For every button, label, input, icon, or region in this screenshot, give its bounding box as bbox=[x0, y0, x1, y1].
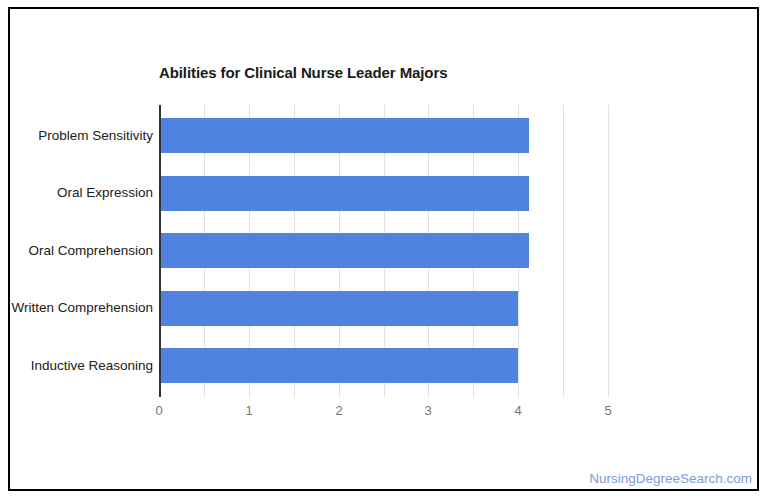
tick-label: 4 bbox=[498, 403, 538, 419]
category-label: Written Comprehension bbox=[6, 299, 153, 317]
bar-problem-sensitivity bbox=[161, 118, 529, 153]
tick-label: 1 bbox=[229, 403, 269, 419]
chart-title: Abilities for Clinical Nurse Leader Majo… bbox=[159, 64, 447, 82]
plot-area bbox=[159, 105, 619, 397]
category-label: Inductive Reasoning bbox=[6, 357, 153, 375]
tick-label: 0 bbox=[139, 403, 179, 419]
bar-oral-comprehension bbox=[161, 233, 529, 268]
tick-label: 3 bbox=[408, 403, 448, 419]
category-label: Problem Sensitivity bbox=[6, 127, 153, 145]
bar-oral-expression bbox=[161, 176, 529, 211]
tick-label: 5 bbox=[588, 403, 628, 419]
tick-label: 2 bbox=[319, 403, 359, 419]
bar-written-comprehension bbox=[161, 291, 518, 326]
gridline bbox=[608, 105, 609, 397]
watermark-link[interactable]: NursingDegreeSearch.com bbox=[589, 470, 752, 488]
bar-inductive-reasoning bbox=[161, 348, 518, 383]
gridline bbox=[563, 105, 564, 397]
category-label: Oral Comprehension bbox=[6, 242, 153, 260]
chart-canvas: Abilities for Clinical Nurse Leader Majo… bbox=[0, 0, 770, 503]
category-label: Oral Expression bbox=[6, 184, 153, 202]
